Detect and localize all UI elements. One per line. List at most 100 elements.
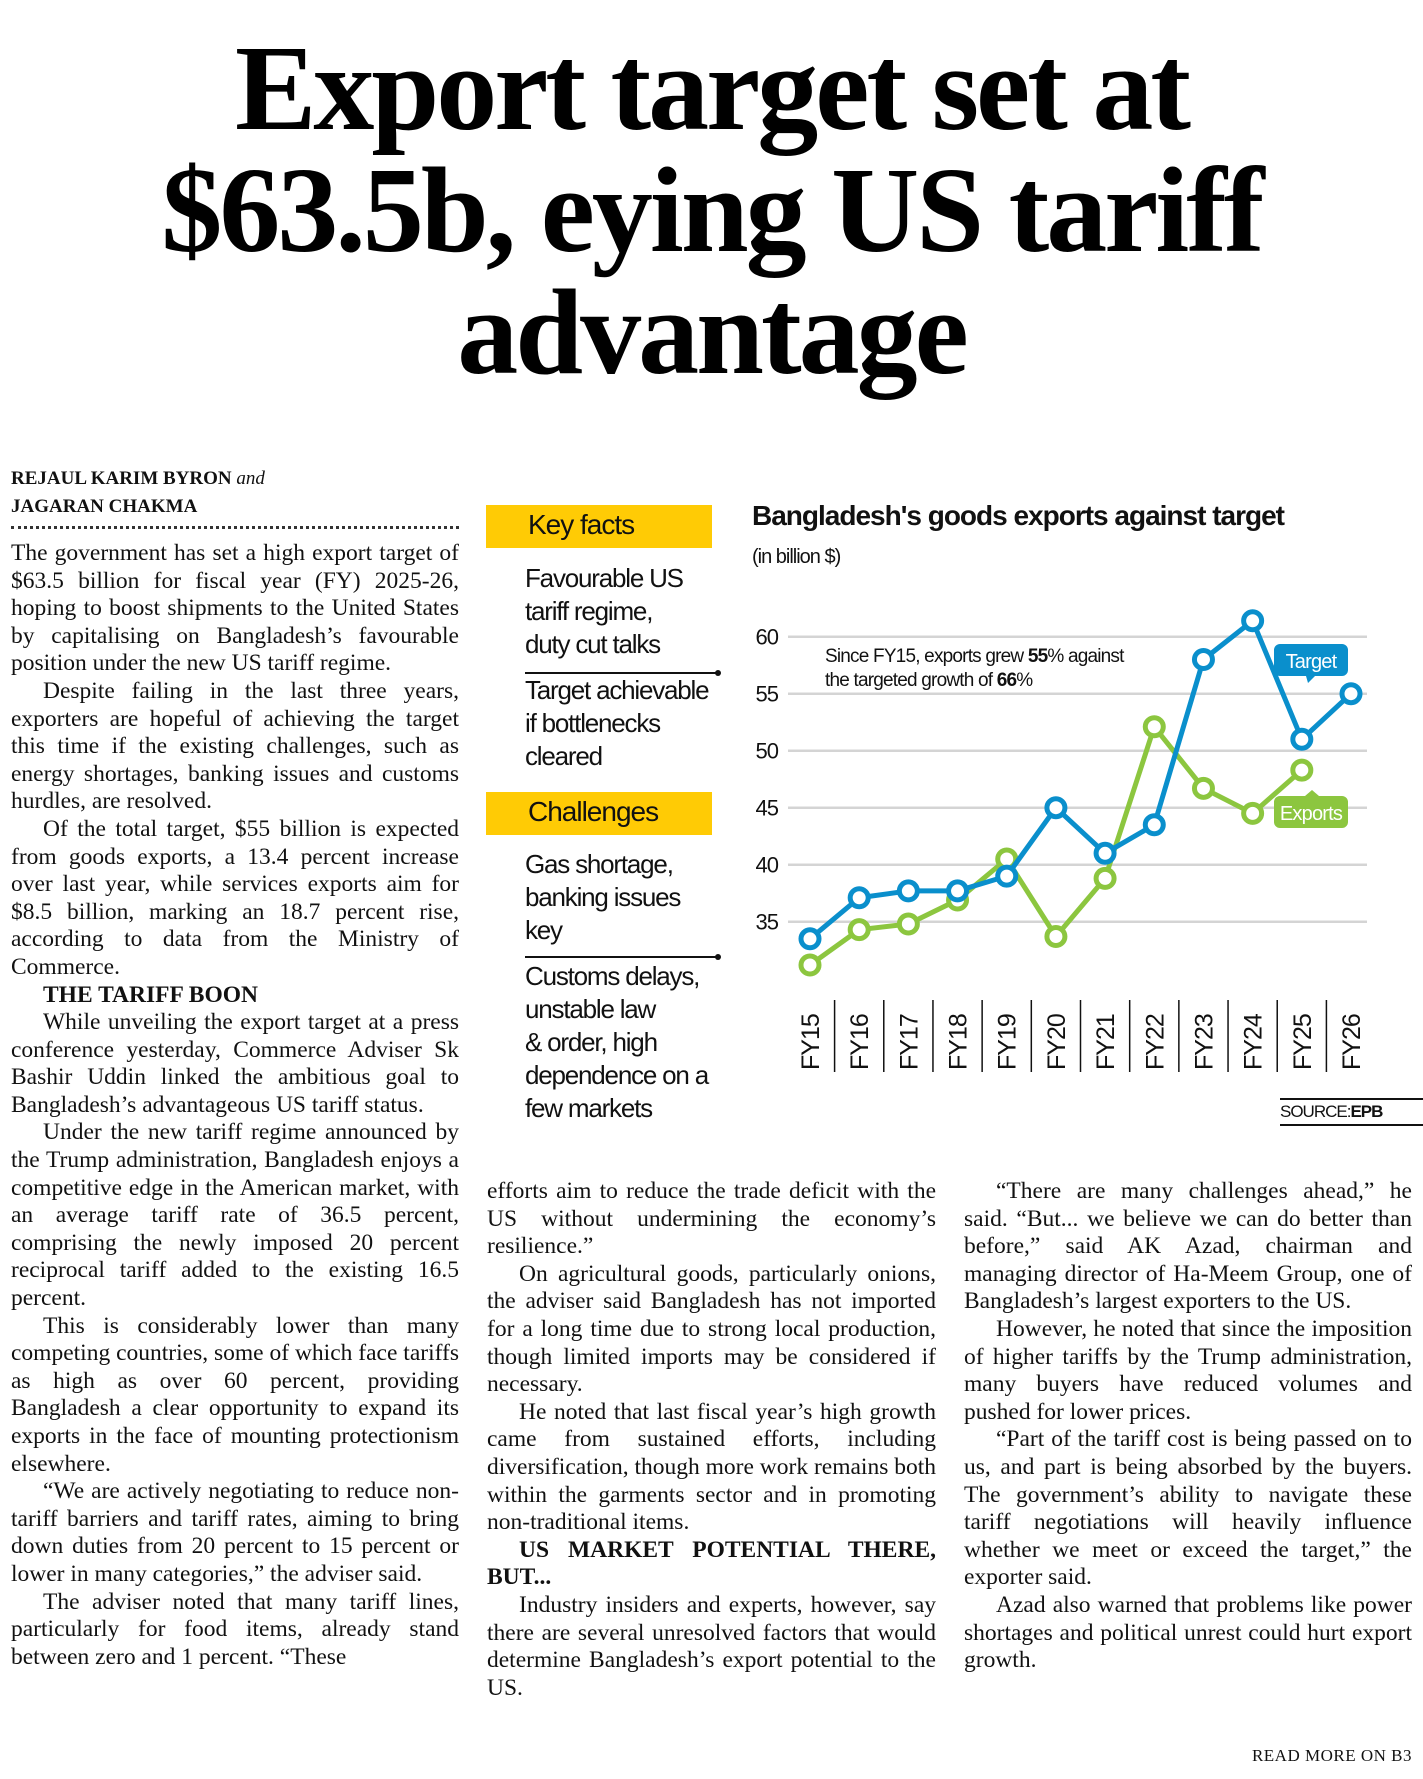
challenge-line: banking issues — [525, 882, 681, 912]
annotation-text: Since FY15, exports grew — [825, 646, 1028, 667]
key-fact-line: Favourable US — [525, 563, 684, 593]
paragraph: Of the total target, $55 billion is expe… — [11, 815, 459, 980]
challenge-line: few markets — [525, 1093, 653, 1123]
paragraph: This is considerably lower than many com… — [11, 1312, 459, 1477]
challenge-line: Customs delays, — [525, 961, 700, 991]
key-fact-line: cleared — [525, 741, 603, 771]
data-point-exports — [847, 918, 871, 942]
headline: Export target set at $63.5b, eying US ta… — [0, 28, 1423, 394]
key-fact-line: tariff regime, — [525, 596, 653, 626]
paragraph: On agricultural goods, particularly onio… — [487, 1260, 936, 1398]
chart-annotation: Since FY15, exports grew 55% against — [825, 646, 1125, 667]
article-column-2: efforts aim to reduce the trade deficit … — [487, 1178, 936, 1702]
y-tick-label: 35 — [756, 910, 779, 935]
x-tick-label: FY22 — [1141, 1014, 1169, 1070]
data-point-exports — [1142, 715, 1166, 739]
key-facts-title: Key facts — [528, 509, 635, 540]
challenge-line: unstable law — [525, 994, 656, 1024]
paragraph: While unveiling the export target at a p… — [11, 1009, 459, 1118]
subheading: THE TARIFF BOON — [43, 981, 259, 1008]
read-more-link[interactable]: READ MORE ON B3 — [1251, 1746, 1412, 1765]
data-point-exports — [1044, 925, 1068, 949]
key-fact-item-1: Favourable US tariff regime, duty cut ta… — [525, 562, 725, 661]
data-point-exports — [1191, 776, 1215, 800]
data-point-target — [946, 879, 970, 903]
challenge-item-1: Gas shortage, banking issues key — [525, 848, 725, 947]
data-point-exports — [1093, 866, 1117, 890]
source-value: EPB — [1350, 1102, 1383, 1121]
x-axis-ticks: FY15 FY16 FY17 FY18 FY19 FY20 FY21 FY22 FY23 FY24… — [797, 1000, 1366, 1072]
challenge-line: dependence on a — [525, 1060, 709, 1090]
chart-gridlines — [788, 635, 1367, 923]
challenges-divider — [525, 954, 721, 960]
source-label: SOURCE: — [1280, 1102, 1351, 1121]
annotation-export-growth: 55 — [1028, 646, 1049, 667]
key-facts-divider — [525, 670, 721, 676]
paragraph: Industry insiders and experts, however, … — [487, 1591, 936, 1701]
legend-target-badge — [1274, 644, 1348, 683]
y-tick-label: 60 — [756, 625, 779, 650]
annotation-text: the targeted growth of — [825, 670, 997, 691]
x-tick-label: FY15 — [797, 1014, 825, 1070]
legend-exports-label: Exports — [1280, 803, 1343, 825]
x-tick-label: FY17 — [895, 1014, 923, 1070]
paragraph: “Part of the tariff cost is being passed… — [964, 1426, 1412, 1591]
key-fact-item-2: Target achievable if bottlenecks cleared — [525, 674, 725, 773]
subheading: US MARKET POTENTIAL THERE, BUT... — [487, 1536, 936, 1591]
data-point-target — [1290, 727, 1314, 751]
y-tick-label: 50 — [756, 739, 779, 764]
data-point-target — [1044, 796, 1068, 820]
annotation-text: % — [1016, 670, 1033, 691]
series-line-target — [808, 618, 1353, 941]
y-tick-label: 45 — [756, 796, 779, 821]
challenge-line: & order, high — [525, 1027, 658, 1057]
x-tick-label: FY23 — [1190, 1014, 1218, 1070]
paragraph: Under the new tariff regime announced by… — [11, 1119, 459, 1312]
key-facts-header: Key facts — [486, 505, 712, 548]
data-point-target — [896, 879, 920, 903]
chart-subtitle: (in billion $) — [752, 546, 841, 568]
legend-target-label: Target — [1286, 651, 1338, 673]
x-tick-label: FY26 — [1338, 1014, 1366, 1070]
legend-exports-badge — [1274, 790, 1348, 828]
paragraph: Despite failing in the last three years,… — [11, 677, 459, 815]
paragraph: Azad also warned that problems like powe… — [964, 1591, 1412, 1674]
y-axis-ticks: 35 40 45 50 55 60 — [756, 625, 780, 935]
paragraph: However, he noted that since the imposit… — [964, 1315, 1412, 1425]
data-point-target — [995, 864, 1019, 888]
x-tick-label: FY16 — [846, 1014, 874, 1070]
key-fact-line: Target achievable — [525, 675, 710, 705]
key-fact-line: if bottlenecks — [525, 708, 661, 738]
chart-source: SOURCE:EPB — [1280, 1098, 1423, 1126]
byline: REJAUL KARIM BYRON and JAGARAN CHAKMA — [11, 465, 471, 521]
challenges-title: Challenges — [528, 796, 659, 827]
data-point-target — [1339, 682, 1363, 706]
data-point-exports — [798, 953, 822, 977]
annotation-text: % against — [1047, 646, 1125, 667]
headline-line-2: $63.5b, eying US tariff — [161, 143, 1264, 278]
paragraph: “We are actively negotiating to reduce n… — [11, 1478, 459, 1587]
key-fact-line: duty cut talks — [525, 629, 661, 659]
data-point-target — [1093, 841, 1117, 865]
x-tick-label: FY20 — [1043, 1014, 1071, 1070]
author-1: REJAUL KARIM BYRON — [11, 468, 232, 489]
data-point-exports — [896, 912, 920, 936]
chart-legend: Target Exports — [1274, 644, 1348, 828]
article-column-3: “There are many challenges ahead,” he sa… — [964, 1178, 1412, 1675]
annotation-target-growth: 66 — [997, 670, 1017, 691]
byline-conjunction: and — [236, 468, 265, 489]
data-point-exports — [1241, 801, 1265, 825]
challenge-item-2: Customs delays, unstable law & order, hi… — [525, 960, 725, 1125]
x-tick-label: FY25 — [1289, 1014, 1317, 1070]
chart-annotation-line-2: the targeted growth of 66% — [825, 670, 1033, 691]
paragraph: He noted that last fiscal year’s high gr… — [487, 1398, 937, 1536]
article-column-1: The government has set a high export tar… — [11, 540, 459, 1671]
x-tick-label: FY24 — [1240, 1013, 1268, 1070]
author-2: JAGARAN CHAKMA — [11, 496, 198, 517]
y-tick-label: 40 — [756, 853, 779, 878]
byline-divider — [11, 526, 459, 529]
export-target-chart: 35 40 45 50 55 60 Since FY15, exports grew 55… — [756, 609, 1367, 1072]
headline-line-1: Export target set at — [235, 21, 1191, 156]
paragraph: “There are many challenges ahead,” he sa… — [964, 1178, 1412, 1315]
x-tick-label: FY18 — [945, 1014, 973, 1070]
